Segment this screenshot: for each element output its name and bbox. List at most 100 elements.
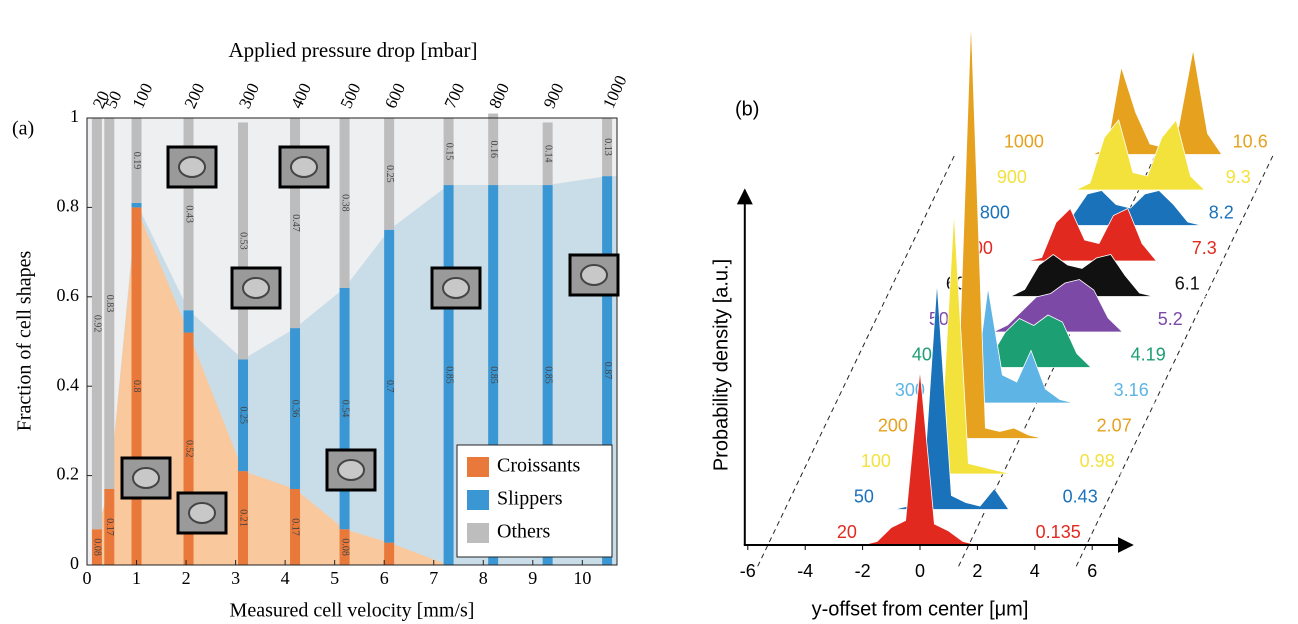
axes-frame — [86, 117, 618, 566]
y-tick-label: 0.4 — [57, 374, 80, 394]
x-tick-label: 7 — [429, 568, 438, 588]
pressure-label: 200 — [878, 415, 908, 435]
top-tick-label: 300 — [235, 80, 263, 111]
x-tick-label: -2 — [855, 561, 871, 581]
value-label: 0.19 — [131, 152, 142, 170]
x-tick-label: -6 — [740, 561, 756, 581]
y-axis-title: Probability density [a.u.] — [710, 259, 732, 471]
value-label: 0.14 — [542, 145, 553, 163]
top-tick-label: 100 — [128, 80, 156, 111]
value-label: 0.38 — [339, 194, 350, 212]
bar-segment — [542, 122, 553, 186]
x-tick-label: 1 — [132, 568, 141, 588]
value-label: 0.92 — [92, 315, 103, 333]
velocity-label: 0.98 — [1080, 451, 1115, 471]
bar-segment — [91, 118, 102, 530]
top-tick-label: 800 — [485, 80, 513, 111]
value-label: 0.54 — [339, 400, 350, 418]
value-label: 0.85 — [443, 366, 454, 384]
value-label: 0.8 — [131, 380, 142, 393]
bar-segment — [443, 118, 454, 186]
velocity-label: 6.1 — [1175, 273, 1200, 293]
x-tick-label: 2 — [972, 561, 982, 581]
density-ridge — [964, 279, 1195, 333]
cell-outline — [580, 264, 608, 286]
value-label: 0.21 — [238, 509, 249, 527]
top-tick-label: 20 — [89, 88, 113, 111]
bar-segment — [384, 542, 395, 565]
bar-segment — [131, 202, 142, 208]
bar-segment — [91, 529, 102, 565]
value-label: 0.43 — [183, 205, 194, 223]
bar-segment — [104, 118, 115, 490]
bar-segment — [238, 471, 249, 565]
top-tick-label: 900 — [540, 80, 568, 111]
y-axis-title: Fraction of cell shapes — [14, 251, 36, 432]
pressure-label: 50 — [854, 486, 874, 506]
legend-swatch — [467, 490, 489, 510]
cell-image — [120, 456, 172, 500]
y-tick-label: 0.6 — [57, 285, 80, 305]
bar-segment — [488, 113, 499, 186]
bar-segment — [488, 185, 499, 566]
cell-outline — [242, 277, 270, 299]
velocity-label: 7.3 — [1192, 238, 1217, 258]
bar-segment — [131, 118, 142, 203]
area — [96, 207, 608, 565]
velocity-label: 4.19 — [1131, 344, 1166, 364]
x-axis-title: Measured cell velocity [mm/s] — [230, 600, 475, 622]
value-label: 0.52 — [183, 440, 194, 458]
x-tick-label: 8 — [479, 568, 488, 588]
velocity-label: 3.16 — [1114, 380, 1149, 400]
top-axis-title: Applied pressure drop [mbar] — [228, 38, 477, 62]
value-label: 0.47 — [290, 214, 301, 232]
bar-segment — [542, 185, 553, 566]
x-tick-label: 5 — [330, 568, 339, 588]
x-tick-label: 2 — [182, 568, 191, 588]
bar-segment — [339, 118, 350, 288]
top-tick-label: 400 — [287, 80, 315, 111]
bar-segment — [602, 176, 613, 566]
x-tick-label: 4 — [281, 568, 290, 588]
value-label: 0.87 — [602, 362, 613, 380]
value-label: 0.83 — [104, 295, 115, 313]
bar-segment — [104, 489, 115, 565]
velocity-label: 5.2 — [1158, 309, 1183, 329]
value-label: 0.25 — [238, 407, 249, 425]
velocity-label: 9.3 — [1226, 167, 1251, 187]
bar-segment — [339, 529, 350, 565]
bar-segment — [290, 328, 301, 490]
legend-label: Croissants — [497, 455, 581, 477]
x-tick-label: 0 — [915, 561, 925, 581]
velocity-label: 0.135 — [1036, 522, 1081, 542]
pressure-label: 100 — [861, 451, 891, 471]
value-label: 0.85 — [542, 366, 553, 384]
y-tick-label: 0 — [70, 553, 79, 573]
bar-segment — [183, 118, 194, 311]
value-label: 0.53 — [238, 232, 249, 250]
bar-segment — [290, 118, 301, 329]
cell-outline — [132, 467, 160, 489]
top-tick-label: 1000 — [599, 72, 631, 111]
x-tick-label: 6 — [380, 568, 389, 588]
bar-segment — [384, 229, 395, 543]
bar-segment — [131, 207, 142, 565]
shear-guide — [757, 154, 956, 567]
bar-segment — [238, 359, 249, 472]
x-tick-label: 4 — [1030, 561, 1040, 581]
cell-outline — [178, 156, 206, 178]
panel-a: (a) Applied pressure drop [mbar] Measure… — [12, 38, 631, 622]
cell-outline — [337, 459, 365, 481]
value-label: 0.36 — [290, 400, 301, 418]
top-tick-label: 50 — [101, 88, 125, 111]
cell-outline — [442, 277, 470, 299]
x-tick-label: 10 — [573, 568, 591, 588]
velocity-label: 2.07 — [1097, 415, 1132, 435]
bar-segment — [384, 118, 395, 230]
legend-label: Slippers — [497, 488, 563, 510]
value-label: 0.7 — [384, 380, 395, 393]
panel-label: (a) — [12, 118, 34, 140]
pressure-label: 1000 — [1004, 131, 1044, 151]
density-ridge — [1032, 119, 1263, 191]
x-tick-label: 0 — [83, 568, 92, 588]
